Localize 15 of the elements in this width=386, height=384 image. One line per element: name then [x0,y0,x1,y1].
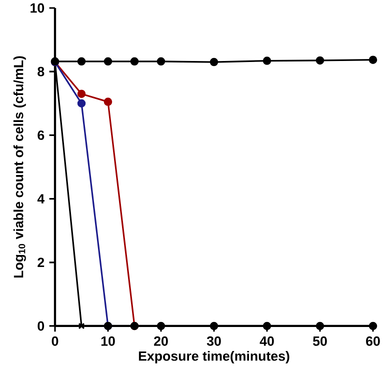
x-axis-title: Exposure time(minutes) [138,351,290,364]
x-tick-label: 40 [260,336,274,346]
y-tick-label: 6 [38,130,44,140]
y-tick-label: 0 [38,321,44,331]
x-tick-label: 30 [206,336,221,346]
y-axis-title: Log$_{10}$ viable count of cells (cfu/mL) [13,56,26,278]
x-tick-label: 20 [154,336,168,346]
x-tick-label: 50 [312,336,327,346]
x-tick-label: 10 [101,336,115,346]
y-tick-label: 4 [37,194,45,204]
y-tick-label: 10 [30,3,44,13]
x-tick-label: 60 [366,336,380,346]
y-tick-label: 8 [38,66,44,76]
x-tick-label: 0 [52,336,58,346]
y-tick-label: 2 [38,258,44,268]
